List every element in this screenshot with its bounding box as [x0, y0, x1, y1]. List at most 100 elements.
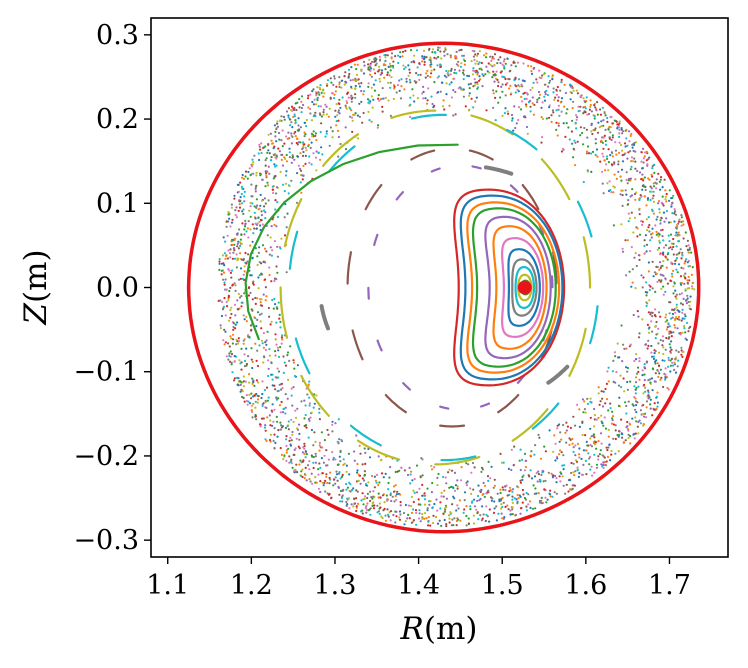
sea-point [518, 85, 521, 88]
sea-point [251, 163, 254, 166]
sea-point [523, 97, 526, 101]
sea-point [497, 512, 500, 515]
sea-point [603, 463, 606, 467]
sea-point [227, 342, 230, 345]
sea-point [409, 482, 412, 485]
sea-point [628, 130, 631, 133]
sea-point [326, 481, 329, 484]
sea-point [356, 114, 359, 117]
sea-point [270, 156, 273, 159]
sea-point [523, 469, 527, 472]
sea-point [394, 521, 397, 524]
flux-surface [501, 236, 545, 339]
sea-point [239, 390, 242, 393]
sea-point [240, 294, 243, 298]
sea-point [677, 231, 680, 234]
sea-point [218, 257, 221, 261]
sea-point [675, 223, 679, 226]
sea-point [637, 315, 640, 318]
sea-point [390, 499, 393, 503]
sea-point [241, 390, 244, 393]
sea-point [640, 413, 644, 416]
sea-point [259, 320, 262, 323]
sea-point [624, 439, 627, 442]
sea-point [282, 355, 285, 358]
sea-point [350, 66, 353, 69]
sea-point [559, 449, 562, 452]
sea-point [300, 111, 303, 114]
sea-point [529, 105, 532, 108]
sea-point [624, 189, 627, 192]
sea-point [565, 112, 568, 115]
sea-point [312, 88, 315, 91]
sea-point [412, 508, 415, 511]
sea-point [344, 104, 347, 107]
sea-point [250, 328, 253, 331]
sea-point [562, 454, 565, 457]
sea-point [305, 453, 308, 456]
sea-point [275, 306, 278, 309]
sea-point [576, 403, 579, 406]
sea-point [383, 501, 386, 504]
sea-point [538, 69, 541, 72]
sea-point [305, 479, 308, 482]
sea-point [621, 360, 624, 363]
sea-point [621, 132, 624, 135]
sea-point [289, 124, 292, 127]
sea-point [675, 268, 678, 271]
sea-point [486, 70, 489, 73]
sea-point [256, 318, 259, 321]
sea-point [574, 459, 578, 462]
sea-point [415, 511, 418, 514]
sea-point [296, 155, 300, 158]
sea-point [651, 167, 654, 170]
sea-point [290, 109, 293, 112]
sea-point [516, 88, 519, 91]
sea-point [471, 49, 474, 52]
sea-point [486, 515, 489, 518]
sea-point [281, 129, 284, 132]
sea-point [220, 273, 223, 276]
sea-point [584, 459, 588, 462]
sea-point [249, 228, 252, 231]
sea-point [620, 386, 623, 389]
sea-point [246, 403, 249, 406]
sea-point [630, 246, 633, 249]
island-segment [411, 113, 447, 120]
sea-point [516, 493, 519, 496]
sea-point [626, 380, 629, 384]
sea-point [654, 325, 657, 328]
sea-point [688, 265, 692, 268]
sea-point [352, 487, 355, 490]
sea-point [664, 320, 667, 323]
sea-point [253, 384, 256, 387]
sea-point [288, 455, 291, 458]
sea-point [558, 453, 561, 456]
sea-point [271, 298, 274, 302]
sea-point [313, 114, 316, 117]
sea-point [431, 468, 434, 471]
sea-point [377, 97, 380, 100]
sea-point [668, 199, 671, 202]
sea-point [256, 204, 259, 207]
sea-point [556, 424, 559, 427]
sea-point [267, 149, 270, 152]
sea-point [686, 239, 690, 242]
sea-point [653, 402, 656, 405]
sea-point [571, 106, 574, 110]
sea-point [680, 281, 684, 285]
sea-point [621, 149, 624, 152]
sea-point [548, 79, 552, 82]
sea-point [632, 231, 635, 234]
sea-point [510, 92, 513, 95]
sea-point [577, 105, 580, 108]
sea-point [501, 505, 504, 509]
sea-point [308, 419, 311, 422]
sea-point [241, 187, 244, 190]
sea-point [620, 128, 623, 131]
sea-point [506, 494, 509, 497]
sea-point [416, 66, 419, 69]
sea-point [629, 150, 632, 153]
sea-point [225, 220, 228, 223]
sea-point [649, 185, 652, 188]
